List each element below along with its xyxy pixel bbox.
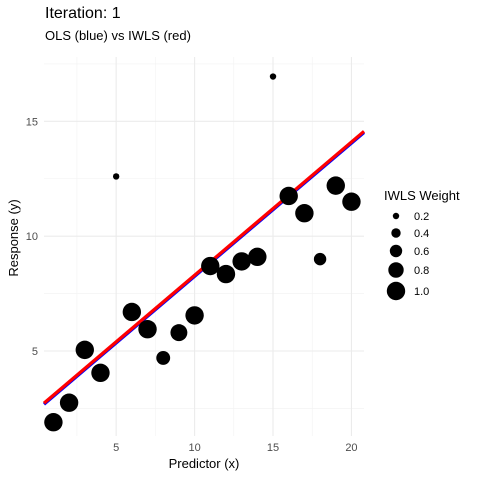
grid-minor: [44, 57, 364, 436]
x-tick-label: 5: [113, 442, 119, 454]
data-points: [44, 73, 361, 432]
legend-key: [389, 244, 403, 258]
data-point: [248, 247, 267, 267]
data-point: [156, 350, 171, 365]
legend-label: 0.6: [414, 246, 429, 258]
legend-key: [388, 262, 404, 278]
chart-subtitle: OLS (blue) vs IWLS (red): [45, 28, 191, 43]
legend-label: 0.4: [414, 228, 429, 240]
data-point: [75, 340, 94, 360]
y-axis-title: Response (y): [6, 199, 21, 276]
grid-major: [44, 57, 364, 436]
legend-title: IWLS Weight: [384, 188, 460, 203]
x-axis-title: Predictor (x): [169, 456, 240, 471]
legend-key: [391, 228, 401, 238]
data-point: [44, 413, 63, 432]
data-point: [295, 203, 314, 223]
data-point: [232, 252, 251, 271]
legend-key: [392, 212, 400, 220]
data-point: [170, 324, 188, 342]
y-tick-label: 5: [32, 346, 38, 358]
legend-label: 1.0: [414, 286, 429, 298]
y-tick-label: 10: [26, 231, 38, 243]
data-point: [279, 186, 298, 206]
data-point: [269, 73, 277, 80]
x-tick-label: 15: [267, 442, 279, 454]
y-tick-label: 15: [26, 116, 38, 128]
data-point: [91, 363, 110, 383]
y-tick-labels: 5 10 15: [26, 116, 38, 358]
data-point: [313, 252, 327, 266]
legend-items: 0.2 0.4 0.6 0.8 1.0: [386, 211, 429, 301]
x-tick-label: 20: [345, 442, 357, 454]
legend-label: 0.8: [414, 265, 429, 277]
data-point: [326, 176, 345, 195]
legend-label: 0.2: [414, 211, 429, 223]
chart-title: Iteration: 1: [45, 5, 121, 22]
data-point: [122, 302, 142, 322]
data-point: [59, 393, 79, 412]
data-point: [201, 256, 220, 276]
x-tick-labels: 5 10 15 20: [113, 442, 357, 454]
legend-key: [386, 281, 406, 301]
data-point: [342, 192, 361, 211]
data-point: [185, 306, 204, 325]
data-point: [216, 264, 236, 284]
data-point: [138, 319, 157, 339]
data-point: [112, 173, 120, 180]
x-tick-label: 10: [188, 442, 200, 454]
legend: IWLS Weight 0.2 0.4 0.6 0.8 1.0: [384, 188, 460, 301]
